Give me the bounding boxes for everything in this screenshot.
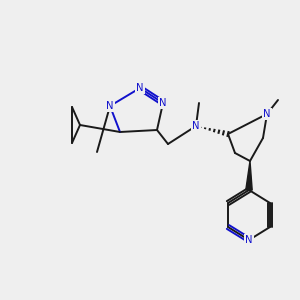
Text: N: N xyxy=(245,235,253,245)
Text: N: N xyxy=(159,98,167,108)
Text: N: N xyxy=(192,121,200,131)
Polygon shape xyxy=(246,161,252,190)
Text: N: N xyxy=(263,109,271,119)
Text: N: N xyxy=(106,101,114,111)
Text: N: N xyxy=(136,83,144,93)
